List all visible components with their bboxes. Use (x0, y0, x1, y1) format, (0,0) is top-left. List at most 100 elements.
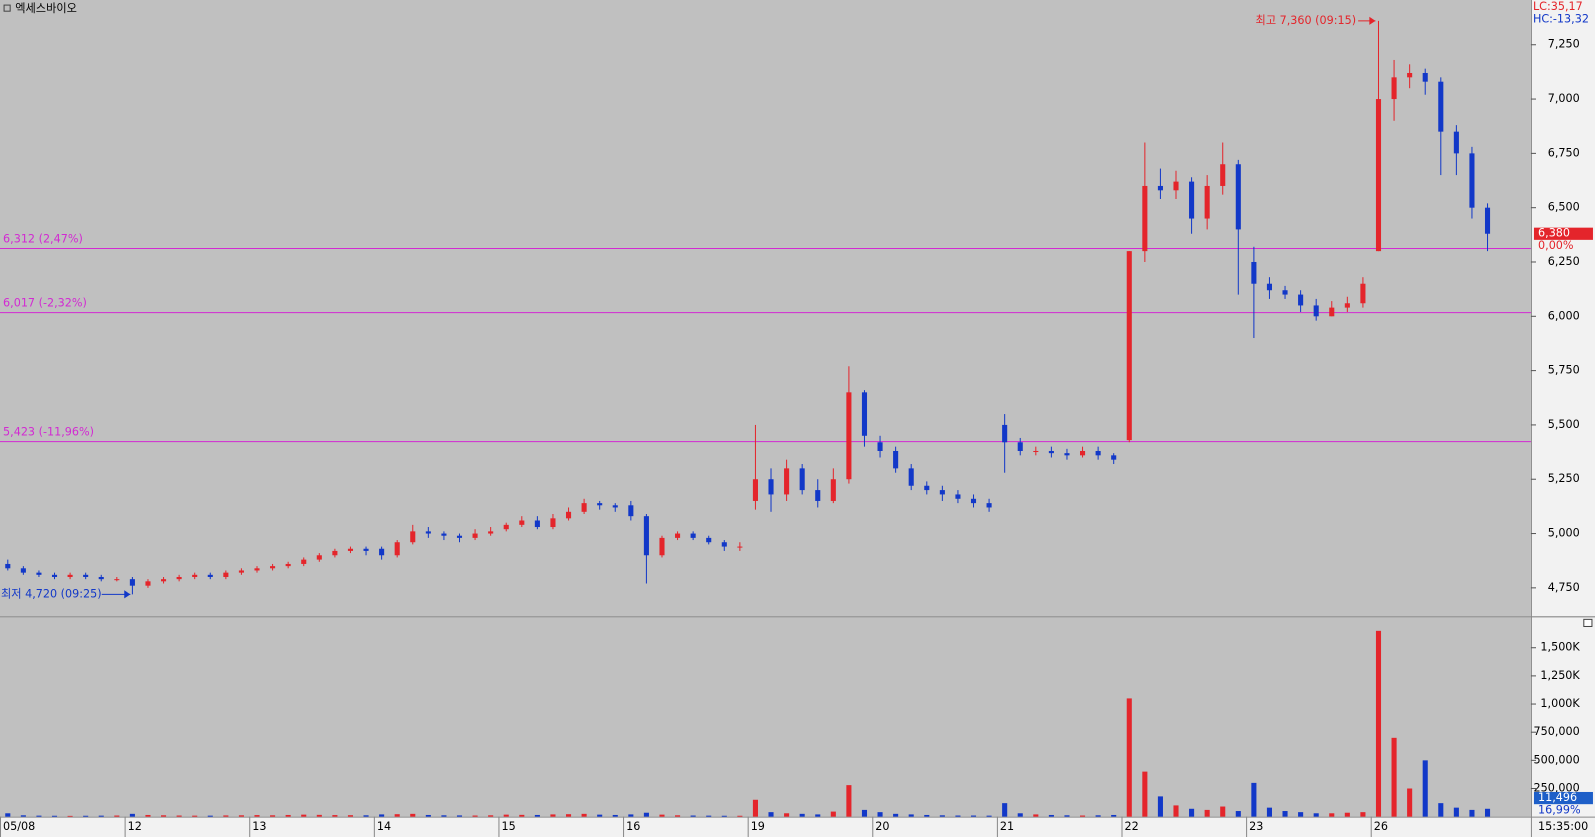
volume-bar (472, 815, 478, 817)
volume-bar (737, 815, 743, 817)
volume-bar (721, 815, 727, 817)
x-tick-label: 14 (377, 820, 391, 833)
volume-bar (784, 813, 790, 817)
candle-body (1111, 455, 1117, 460)
candle-body (970, 498, 977, 504)
x-tick-label: 19 (751, 820, 765, 833)
candle-body (1126, 251, 1132, 441)
candle-body (737, 546, 743, 548)
volume-bar (1375, 630, 1382, 817)
x-tick-label: 22 (1125, 820, 1139, 833)
volume-bar (1064, 815, 1070, 817)
y-tick-label: 6,500 (1548, 201, 1580, 214)
volume-bar (830, 811, 836, 817)
candle-body (1469, 153, 1475, 208)
volume-bar (675, 815, 681, 817)
volume-bar (1407, 788, 1413, 817)
candle-body (612, 505, 618, 508)
volume-bar (1142, 771, 1148, 817)
volume-bar (98, 815, 104, 817)
volume-bar (410, 813, 416, 817)
candle-body (893, 450, 899, 469)
candle-body (83, 574, 89, 577)
candle-body (877, 442, 883, 451)
candle-body (488, 531, 494, 534)
volume-bar (503, 814, 509, 817)
volume-bar (1344, 812, 1350, 817)
volume-bar (908, 814, 914, 817)
volume-bar (488, 815, 494, 817)
candle-body (1017, 442, 1023, 451)
volume-bar (316, 814, 322, 817)
panel-button[interactable] (1583, 618, 1593, 627)
y-tick-label: 1,500K (1540, 641, 1580, 654)
candle-body (1173, 181, 1179, 191)
volume-bar (285, 814, 291, 817)
volume-bar (129, 813, 135, 817)
candle-body (129, 579, 135, 586)
last-price-box (1533, 227, 1593, 240)
x-tick-label: 20 (875, 820, 889, 833)
title-box (3, 4, 11, 12)
candle-body (1484, 207, 1491, 234)
volume-bar (659, 814, 665, 817)
candle-body (830, 479, 836, 501)
volume-bar (690, 815, 696, 817)
volume-bar (628, 814, 634, 817)
candle-body (1407, 72, 1413, 78)
y-tick-label: 1,000K (1540, 697, 1580, 710)
candle-body (597, 503, 603, 506)
candle-body (1157, 185, 1163, 191)
candle-body (628, 505, 634, 517)
volume-bar (597, 814, 603, 817)
reference-label: 5,423 (-11,96%) (3, 425, 94, 438)
candle-body (534, 520, 540, 528)
candle-body (1438, 81, 1444, 132)
volume-bar (534, 814, 540, 817)
volume-bar (565, 814, 572, 817)
y-tick-label: 6,250 (1548, 255, 1580, 268)
volume-bar (1235, 811, 1241, 817)
volume-bar (36, 815, 42, 817)
y-tick-label: 1,250K (1540, 669, 1580, 682)
volume-bar (1484, 808, 1491, 817)
last-price-label: 6,380 (1538, 227, 1570, 240)
x-tick-label: 15 (501, 820, 515, 833)
volume-bar (1126, 698, 1132, 817)
candle-body (176, 576, 182, 580)
reference-label: 6,017 (-2,32%) (3, 296, 87, 309)
candle-body (207, 574, 213, 577)
volume-bar (114, 815, 120, 817)
volume-bar (5, 813, 11, 817)
candle-body (379, 548, 385, 556)
y-tick-label: 7,250 (1548, 38, 1580, 51)
candle-body (1329, 307, 1335, 317)
volume-bar (425, 814, 431, 817)
volume-bar (643, 812, 649, 817)
candle-body (1064, 453, 1070, 456)
volume-bar (799, 813, 805, 817)
volume-bar (877, 812, 883, 817)
x-tick-label: 23 (1249, 820, 1263, 833)
candle-body (223, 572, 229, 577)
volume-bar (207, 815, 213, 817)
volume-bar (1391, 737, 1397, 817)
candle-body (846, 392, 852, 480)
candle-body (861, 392, 868, 436)
lc-label: LC:35,17 (1533, 0, 1583, 13)
candle-body (254, 568, 260, 571)
x-tick-label: 26 (1374, 820, 1388, 833)
candle-body (456, 535, 463, 538)
volume-bar (67, 815, 73, 817)
volume-bar (379, 814, 385, 817)
candle-body (1235, 164, 1241, 230)
high-arrowhead (1369, 16, 1376, 25)
volume-bar (363, 815, 369, 817)
candle-body (1189, 181, 1195, 219)
candle-body (815, 490, 821, 501)
x-tick-label: 13 (252, 820, 266, 833)
volume-bar (254, 815, 260, 817)
volume-bar (441, 815, 447, 817)
volume-bar (970, 815, 977, 817)
